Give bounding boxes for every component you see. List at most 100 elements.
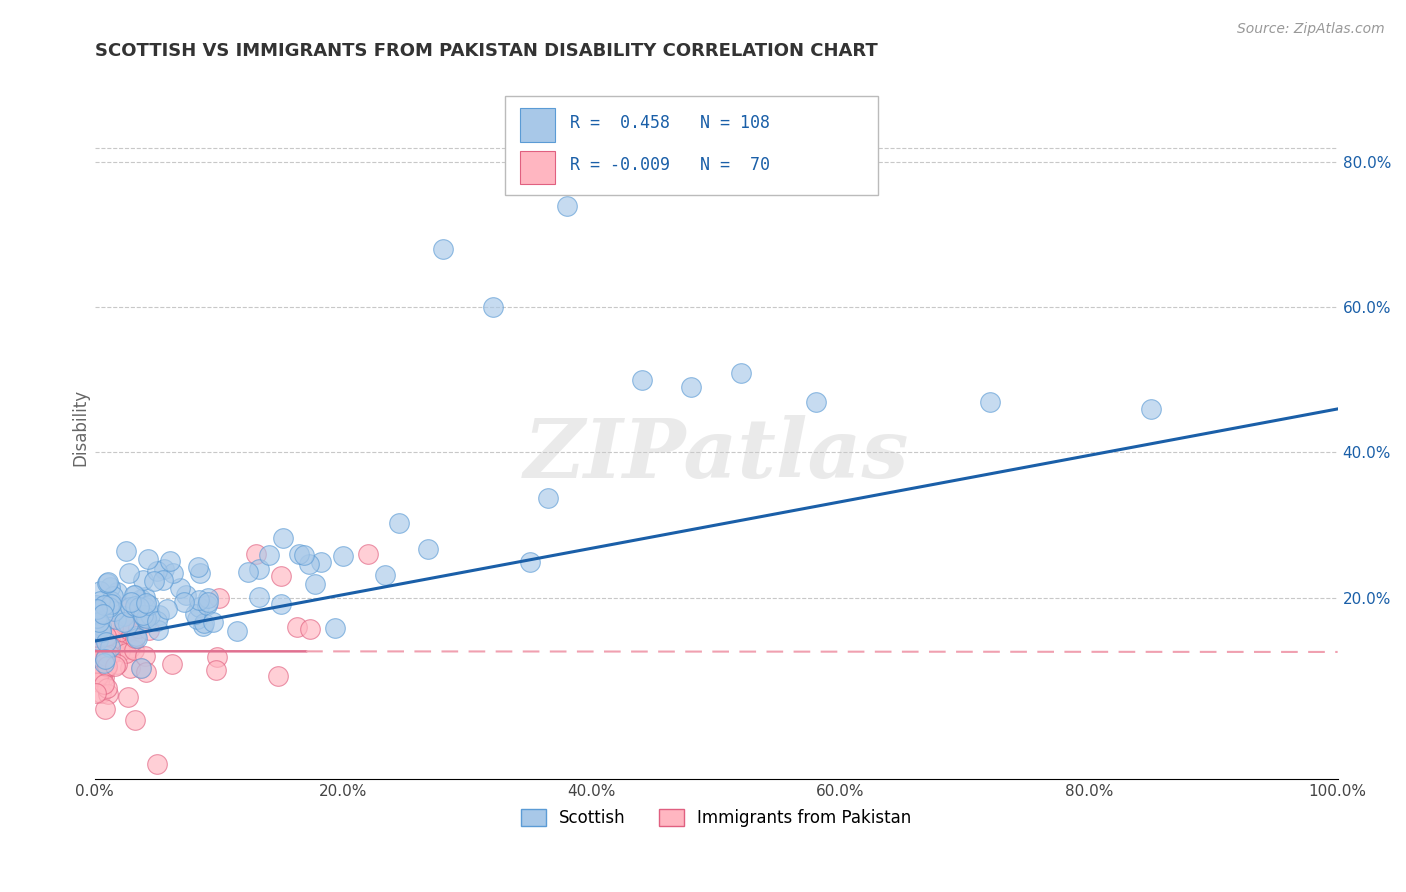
Point (105, 611, 128, 625)
Point (98, 648, 121, 662)
Point (681, 380, 703, 394)
Point (205, 663, 228, 677)
Text: R = -0.009   N =  70: R = -0.009 N = 70 (569, 156, 769, 174)
Point (87, 674, 110, 689)
Point (87, 664, 110, 678)
Point (84, 670, 107, 684)
Point (112, 600, 135, 615)
Point (104, 659, 127, 673)
Point (90, 624, 112, 639)
Point (89, 583, 111, 598)
Point (188, 592, 211, 607)
Point (148, 607, 170, 622)
Point (86, 642, 108, 657)
Point (184, 607, 207, 621)
Point (138, 598, 160, 612)
Point (146, 614, 169, 628)
Point (94, 702, 117, 716)
Point (94, 629, 117, 643)
Point (117, 633, 139, 648)
Point (323, 622, 346, 636)
Point (134, 648, 156, 663)
Point (135, 611, 157, 625)
Point (86, 602, 108, 616)
Point (374, 567, 396, 582)
Point (169, 582, 191, 596)
Point (247, 561, 270, 575)
Point (238, 565, 260, 579)
Point (96, 635, 118, 649)
Point (298, 622, 321, 636)
Point (159, 554, 181, 568)
Point (416, 542, 439, 557)
Point (292, 548, 315, 562)
Point (481, 301, 503, 315)
Point (89, 593, 111, 607)
Point (105, 657, 128, 672)
Point (86, 648, 108, 663)
Point (112, 615, 135, 629)
Point (91, 666, 114, 681)
Point (197, 591, 219, 605)
Point (89, 652, 111, 666)
Point (148, 623, 170, 637)
Point (93, 616, 115, 631)
Point (285, 620, 308, 634)
Point (205, 649, 228, 664)
Point (188, 566, 211, 580)
Point (97, 574, 120, 589)
Point (124, 589, 146, 603)
Point (388, 516, 411, 530)
Point (114, 618, 136, 632)
Point (117, 617, 139, 632)
Point (311, 555, 333, 569)
Point (93, 630, 115, 644)
Text: SCOTTISH VS IMMIGRANTS FROM PAKISTAN DISABILITY CORRELATION CHART: SCOTTISH VS IMMIGRANTS FROM PAKISTAN DIS… (94, 42, 877, 60)
Point (96, 660, 118, 674)
Point (186, 612, 208, 626)
Point (93, 670, 115, 684)
Point (84, 612, 107, 626)
Point (152, 574, 174, 588)
Point (122, 616, 145, 631)
Point (174, 588, 197, 602)
Point (87, 631, 110, 645)
Point (105, 584, 128, 599)
Point (100, 636, 122, 650)
Point (112, 624, 135, 638)
Point (555, 199, 578, 213)
Point (127, 621, 149, 635)
Point (226, 624, 249, 638)
Point (115, 646, 138, 660)
Point (121, 633, 143, 648)
Point (84, 654, 107, 668)
Point (87, 632, 110, 647)
Point (332, 549, 354, 564)
Point (98, 648, 121, 662)
Point (804, 394, 827, 409)
Point (96, 681, 118, 695)
Point (84, 598, 107, 612)
Point (132, 608, 155, 623)
Point (270, 597, 292, 611)
Point (124, 632, 146, 646)
Point (96, 575, 118, 590)
Point (100, 594, 122, 608)
Point (245, 547, 267, 561)
Point (187, 559, 209, 574)
Point (730, 366, 752, 380)
Point (270, 568, 292, 582)
FancyBboxPatch shape (505, 96, 877, 194)
Text: R =  0.458   N = 108: R = 0.458 N = 108 (569, 114, 769, 132)
Point (162, 566, 184, 581)
Point (979, 394, 1001, 409)
Point (93, 607, 115, 622)
Point (97, 649, 120, 664)
Point (100, 597, 122, 611)
Legend: Scottish, Immigrants from Pakistan: Scottish, Immigrants from Pakistan (515, 803, 918, 834)
Point (134, 599, 156, 614)
Point (138, 552, 160, 566)
Point (120, 595, 142, 609)
Point (146, 757, 169, 772)
Point (110, 628, 132, 642)
